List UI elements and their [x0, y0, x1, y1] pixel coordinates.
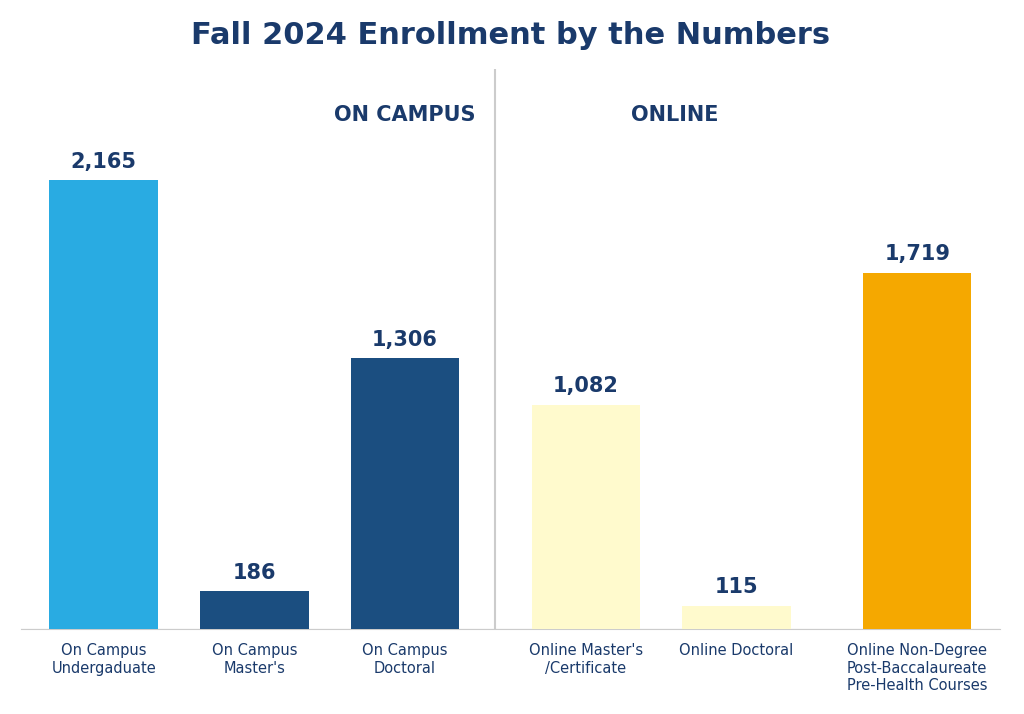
Bar	[682, 605, 791, 630]
Bar	[351, 358, 459, 630]
Bar	[200, 591, 308, 630]
Text: 186: 186	[232, 563, 276, 583]
Text: 2,165: 2,165	[71, 151, 136, 171]
Text: 1,082: 1,082	[553, 376, 618, 396]
Title: Fall 2024 Enrollment by the Numbers: Fall 2024 Enrollment by the Numbers	[190, 21, 830, 50]
Bar	[49, 180, 158, 630]
Bar	[863, 273, 972, 630]
Text: 115: 115	[715, 578, 758, 598]
Text: 1,306: 1,306	[372, 330, 438, 350]
Text: ONLINE: ONLINE	[631, 105, 719, 125]
Bar	[531, 405, 640, 630]
Text: 1,719: 1,719	[884, 244, 950, 264]
Text: ON CAMPUS: ON CAMPUS	[334, 105, 476, 125]
